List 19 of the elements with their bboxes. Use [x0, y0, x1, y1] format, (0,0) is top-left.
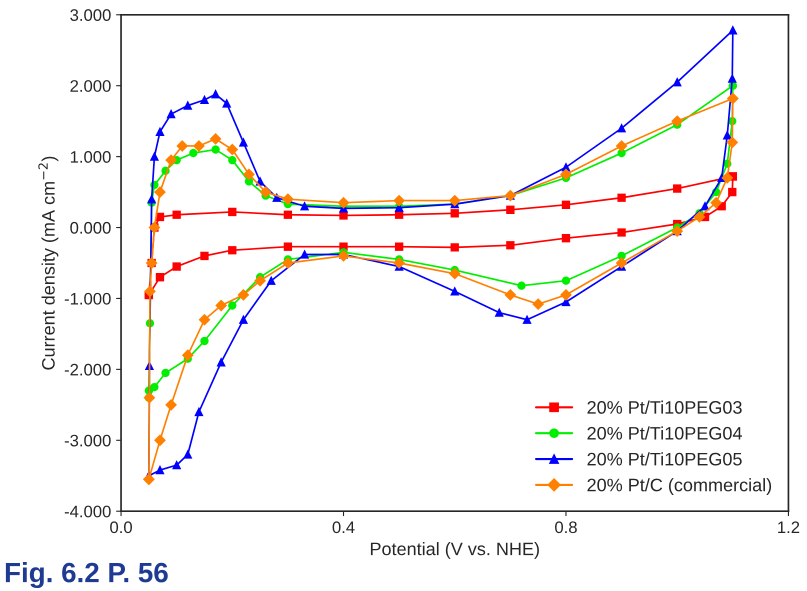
x-tick-label: 0.4 — [332, 521, 355, 534]
x-tick-label: 1.2 — [778, 521, 800, 534]
legend-label: 20% Pt/Ti10PEG05 — [588, 452, 742, 466]
y-tick-label: 0.000 — [70, 222, 111, 234]
y-tick-label: 1.000 — [70, 151, 111, 163]
x-axis-title: Potential (V vs. NHE) — [370, 542, 539, 559]
legend-label: 20% Pt/Ti10PEG03 — [588, 400, 742, 414]
y-tick-label: -4.000 — [64, 506, 111, 518]
x-tick-label: 0.0 — [110, 521, 132, 534]
y-tick-label: 2.000 — [70, 80, 111, 92]
x-tick-label: 0.8 — [555, 521, 577, 534]
y-tick-label: -3.000 — [64, 434, 111, 446]
legend-label: 20% Pt/C (commercial) — [588, 478, 772, 495]
legend-label: 20% Pt/Ti10PEG04 — [588, 426, 742, 440]
y-tick-label: -2.000 — [64, 364, 111, 376]
caption: Fig. 6.2 P. 56 — [6, 562, 168, 588]
y-axis-title: Current density (mA cm$^{−2}$) — [38, 156, 58, 370]
y-tick-label: 3.000 — [70, 9, 111, 21]
y-tick-label: -1.000 — [64, 292, 111, 305]
